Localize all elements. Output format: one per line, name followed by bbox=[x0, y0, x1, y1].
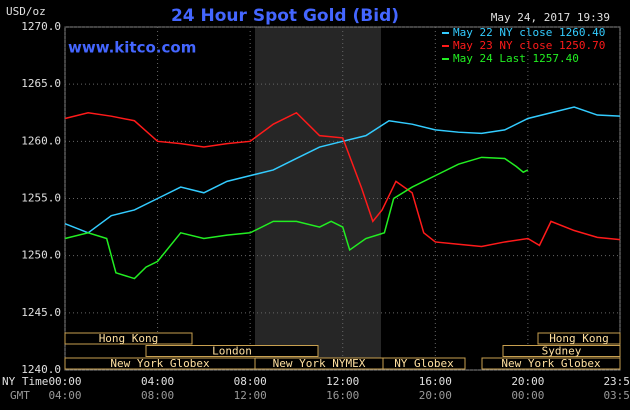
x-tick-label: 08:00 bbox=[234, 375, 267, 388]
x2-tick-label: 08:00 bbox=[141, 389, 174, 402]
market-label: Hong Kong bbox=[549, 332, 609, 345]
x2-tick-label: 00:00 bbox=[511, 389, 544, 402]
market-bar bbox=[502, 345, 621, 357]
x-tick-label: 16:00 bbox=[419, 375, 452, 388]
market-bar bbox=[481, 357, 621, 370]
y-tick-label: 1270.0 bbox=[21, 20, 61, 33]
y-tick-label: 1260.0 bbox=[21, 134, 61, 147]
timestamp: May 24, 2017 19:39 bbox=[491, 11, 610, 24]
y-tick-label: 1250.0 bbox=[21, 249, 61, 262]
market-label: London bbox=[212, 345, 252, 358]
y-tick-label: 1245.0 bbox=[21, 306, 61, 319]
legend-entry: May 24 Last 1257.40 bbox=[453, 52, 579, 65]
market-bar bbox=[382, 357, 466, 370]
x2-axis-label: GMT bbox=[10, 389, 30, 402]
x2-tick-label: 16:00 bbox=[326, 389, 359, 402]
x2-tick-label: 12:00 bbox=[234, 389, 267, 402]
x-axis-label: NY Time bbox=[2, 375, 48, 388]
x-tick-label: 00:00 bbox=[48, 375, 81, 388]
y-unit: USD/oz bbox=[6, 5, 46, 18]
x-tick-label: 20:00 bbox=[511, 375, 544, 388]
chart-title: 24 Hour Spot Gold (Bid) bbox=[171, 6, 399, 26]
y-tick-label: 1255.0 bbox=[21, 192, 61, 205]
market-label: NY Globex bbox=[394, 357, 454, 370]
market-label: Hong Kong bbox=[99, 332, 159, 345]
market-label: New York NYMEX bbox=[273, 357, 366, 370]
market-bar bbox=[64, 332, 193, 345]
x-tick-label: 12:00 bbox=[326, 375, 359, 388]
y-tick-label: 1240.0 bbox=[21, 363, 61, 376]
legend-entry: May 23 NY close 1250.70 bbox=[453, 39, 605, 52]
x2-tick-label: 04:00 bbox=[48, 389, 81, 402]
legend-entry: May 22 NY close 1260.40 bbox=[453, 26, 605, 39]
price-line bbox=[64, 156, 529, 280]
x-tick-label: 04:00 bbox=[141, 375, 174, 388]
price-line bbox=[64, 111, 621, 248]
market-label: New York Globex bbox=[501, 357, 601, 370]
x2-tick-label: 20:00 bbox=[419, 389, 452, 402]
price-line bbox=[64, 106, 621, 234]
market-bar bbox=[145, 345, 319, 357]
market-bar bbox=[537, 332, 621, 345]
watermark: www.kitco.com bbox=[68, 39, 196, 57]
market-label: New York Globex bbox=[110, 357, 210, 370]
y-tick-label: 1265.0 bbox=[21, 77, 61, 90]
x2-tick-label: 03:59 bbox=[603, 389, 630, 402]
x-tick-label: 23:59 bbox=[603, 375, 630, 388]
market-label: Sydney bbox=[542, 345, 582, 358]
